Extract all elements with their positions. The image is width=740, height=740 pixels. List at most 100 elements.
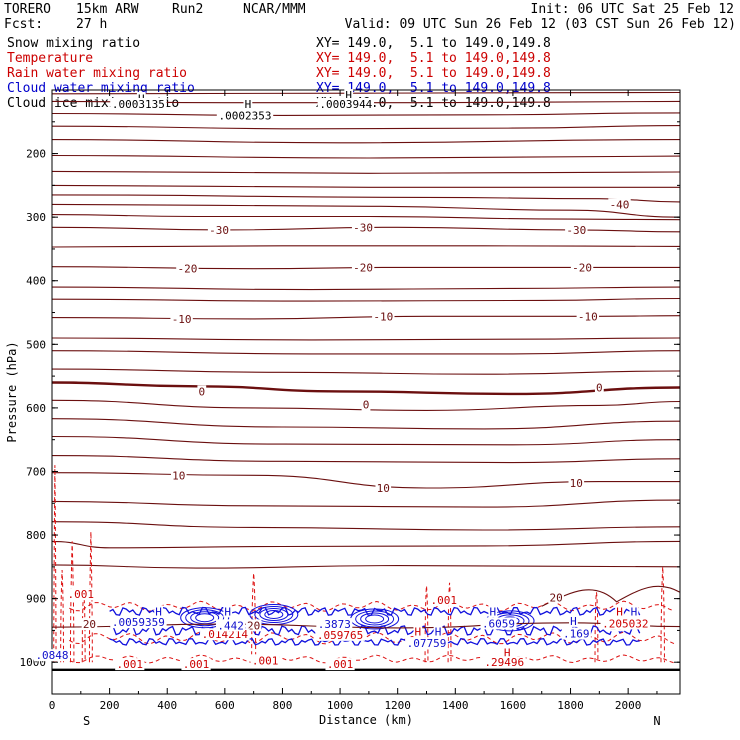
temperature-label: -20 (177, 263, 197, 276)
temperature-contour-line (51, 286, 681, 291)
cloud-water-label: .0848 (35, 649, 68, 662)
rain-label-bg (482, 656, 526, 669)
temperature-label: -10 (172, 313, 192, 326)
x-tick-label: 400 (157, 699, 177, 712)
temperature-contour-line (51, 194, 681, 203)
cloud-water-ring (355, 610, 395, 628)
temperature-label: -20 (572, 261, 592, 274)
x-tick-label: 0 (49, 699, 56, 712)
cloud-water-label-bg (223, 605, 233, 618)
rain-label-bg (413, 625, 423, 638)
rain-label-bg (600, 617, 651, 630)
temperature-label-bg (176, 262, 199, 275)
forecast-hour: 27 h (76, 17, 108, 32)
x-tick-label: 1600 (500, 699, 527, 712)
rain-label: .001 (117, 658, 144, 671)
temperature-label: 20 (247, 619, 260, 632)
rain-label: H (415, 626, 422, 639)
rain-label-bg (502, 646, 512, 659)
cloud-water-label-bg (480, 617, 517, 630)
cloud-water-label: H (224, 605, 231, 618)
valid-time: Valid: 09 UTC Sun 26 Feb 12 (03 CST Sun … (344, 17, 736, 32)
temperature-label: 10 (172, 469, 185, 482)
temperature-label-bg (197, 385, 207, 398)
temperature-label: -40 (610, 198, 630, 211)
rain-layer-upper (69, 600, 675, 612)
rain-label-bg (250, 654, 280, 667)
field-name-snow: Snow mixing ratio (7, 36, 141, 51)
field-xy-rain: XY= 149.0, 5.1 to 149.0,149.8 (316, 66, 551, 81)
rain-label-bg (325, 658, 355, 671)
snow-label: H (345, 89, 352, 102)
y-axis-title: Pressure (hPa) (5, 341, 19, 442)
y-tick-label: 200 (26, 148, 46, 161)
temperature-contour-line (51, 125, 681, 130)
cloud-water-label: .3873 (318, 618, 351, 631)
temperature-contour-line (51, 245, 681, 248)
y-tick-label: 400 (26, 275, 46, 288)
temperature-label-bg (375, 482, 392, 495)
temperature-label-bg (245, 619, 262, 632)
rain-label-bg (181, 658, 211, 671)
south-end-label: S (83, 714, 90, 728)
snow-label-bg (110, 97, 167, 110)
field-xy-temperature: XY= 149.0, 5.1 to 149.0,149.8 (316, 51, 551, 66)
temperature-label: 0 (596, 382, 603, 395)
x-axis-title: Distance (km) (319, 713, 413, 727)
rain-label: .29496 (484, 656, 524, 669)
x-tick-label: 1400 (442, 699, 469, 712)
x-tick-label: 1800 (557, 699, 584, 712)
temperature-contour-line (51, 399, 681, 411)
plot-frame (51, 89, 681, 695)
temperature-label-bg (170, 469, 187, 482)
cloud-water-ring (180, 607, 230, 629)
cloud-water-label: .07759 (407, 637, 447, 650)
model-name: TORERO (4, 2, 51, 17)
cloud-water-label: .169 (563, 628, 590, 641)
temperature-contour-line (51, 266, 680, 270)
temperature-contour-line (51, 170, 681, 174)
y-tick-label: 300 (26, 211, 46, 224)
rain-plume (60, 569, 65, 663)
cloud-water-label: H (155, 605, 162, 618)
temperature-contour-line (51, 499, 681, 508)
snow-label: H (245, 98, 252, 111)
temperature-contour-line (51, 184, 680, 188)
cloud-water-label: H (570, 615, 577, 628)
rain-plume (53, 465, 57, 663)
model-org: NCAR/MMM (243, 2, 306, 17)
temperature-label-bg (594, 381, 604, 394)
temperature-label-bg (608, 198, 631, 211)
temperature-contour-line (51, 297, 681, 302)
temperature-label-bg (351, 261, 375, 274)
rain-plume (251, 573, 257, 663)
rain-plume (447, 582, 452, 663)
snow-label: .0002353 (219, 109, 272, 122)
temperature-contour-line (51, 337, 681, 341)
cloud-water-label-bg (110, 616, 167, 629)
temperature-label-bg (170, 312, 193, 325)
rain-label: .001 (68, 588, 95, 601)
temperature-contour-line (51, 368, 681, 375)
rain-label-bg (615, 605, 624, 618)
x-tick-label: 600 (215, 699, 235, 712)
rain-label-bg (115, 658, 145, 671)
rain-label: H (504, 647, 511, 660)
temperature-contour-line (51, 112, 681, 116)
temperature-contour-line (51, 540, 681, 549)
cloud-water-label-bg (316, 618, 353, 631)
temperature-label-bg (207, 223, 231, 236)
temperature-label-bg (372, 310, 395, 323)
temperature-contour-20 (541, 585, 681, 607)
temperature-label-bg (81, 618, 98, 631)
x-tick-label: 1000 (327, 699, 354, 712)
x-tick-label: 2000 (615, 699, 642, 712)
cloud-water-label-bg (405, 637, 448, 650)
cloud-water-label-bg (488, 605, 498, 618)
cloud-water-label-bg (561, 627, 591, 640)
cloud-water-mid (109, 625, 641, 636)
y-tick-label: 600 (26, 402, 46, 415)
snow-label-bg (344, 89, 354, 102)
rain-plume (660, 566, 665, 663)
